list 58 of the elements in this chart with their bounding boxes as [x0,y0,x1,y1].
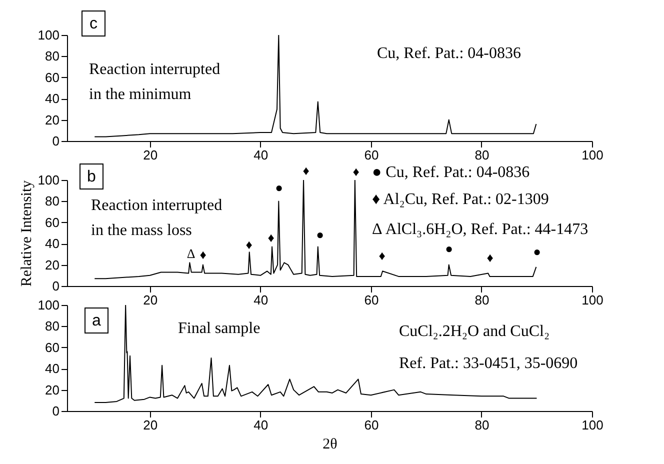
y-tick-label: 20 [45,257,60,272]
y-tick-label: 60 [45,214,60,230]
y-tick-label: 20 [45,382,60,398]
x-tick-label: 100 [582,148,604,162]
y-axis-title: Relative Intensity [18,180,35,287]
annotation: ● [445,241,453,256]
x-tick-label: 60 [364,292,379,308]
annotation: ♦ [486,250,494,265]
y-tick-label: 60 [45,340,60,355]
annotation: ● [533,244,541,259]
x-tick-label: 60 [364,148,379,162]
annotation: b [87,168,96,186]
annotation: Δ [186,246,196,261]
y-tick-label: 20 [45,112,60,128]
annotation: ● [275,180,283,195]
annotation: ♦ [246,237,253,252]
annotation: Final sample [178,320,260,337]
y-tick-label: 0 [52,134,60,148]
annotation: Reaction interrupted in the mass loss [91,197,222,239]
y-tick-label: 40 [45,236,60,252]
x-axis-title: 2θ [322,436,338,452]
text: ♦ [352,164,360,179]
y-tick-label: 100 [38,172,60,188]
x-tick-label: 40 [254,148,268,162]
x-tick-label: 20 [143,292,158,308]
x-tick-label: 80 [474,148,490,162]
annotation: ● [316,227,324,242]
annotation: CuCl₂.2H₂O and CuCl₂ [399,323,550,340]
x-tick-label: 80 [474,292,490,308]
y-tick-label: 80 [45,194,60,209]
annotation: a [92,312,102,330]
annotation: Reaction interrupted in the minimum [89,61,220,103]
x-tick-label: 40 [254,292,268,308]
annotation: Δ AlCl₃.6H₂O, Ref. Pat.: 44-1473 [372,221,588,238]
y-tick-label: 0 [52,278,60,294]
annotation: ♦ [200,247,207,262]
y-tick-label: 40 [45,91,60,106]
y-tick-label: 80 [45,318,60,334]
text: ♦ [302,163,310,178]
x-tick-label: 100 [582,292,604,308]
x-tick-label: 20 [143,148,158,162]
annotation: ♦ Al₂Cu, Ref. Pat.: 02-1309 [372,191,549,208]
annotation: ♦ [378,248,386,263]
annotation: Cu, Ref. Pat.: 04-0836 [377,45,521,62]
x-tick-label: 60 [364,418,379,432]
x-tick-label: 40 [254,418,268,432]
x-tick-label: 100 [582,418,604,432]
y-tick-label: 60 [45,70,60,85]
x-tick-label: 80 [474,418,490,432]
annotation: Ref. Pat.: 33-0451, 35-0690 [399,355,578,372]
text: c [90,16,98,32]
x-tick-label: 20 [143,418,158,432]
y-tick-label: 0 [52,404,60,418]
annotation: ♦ [268,230,275,245]
y-tick-label: 100 [38,28,60,42]
y-tick-label: 40 [45,361,60,376]
annotation: ● Cu, Ref. Pat.: 04-0836 [372,164,530,181]
y-tick-label: 80 [45,48,60,64]
